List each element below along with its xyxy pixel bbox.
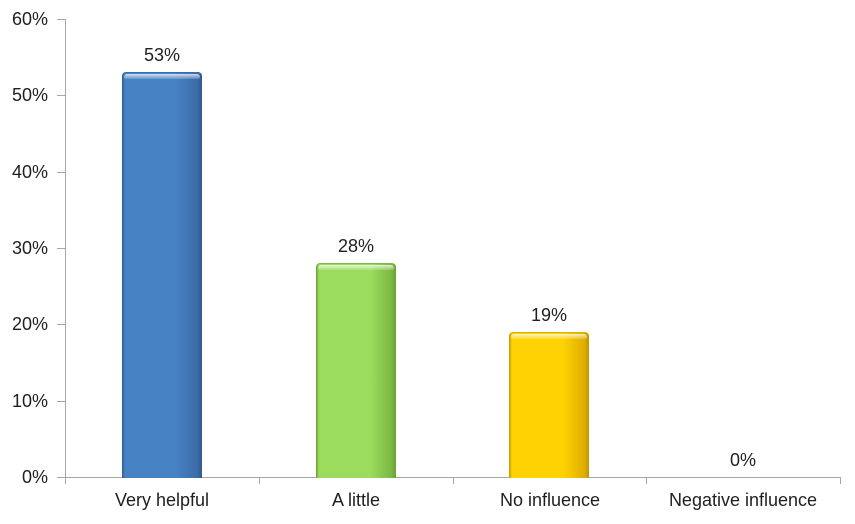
category-label: No influence	[499, 490, 601, 510]
x-axis-tick	[840, 478, 841, 484]
y-tick-label: 0%	[21, 467, 48, 487]
bar	[316, 263, 396, 478]
y-axis	[65, 19, 66, 478]
y-axis-tick	[57, 172, 65, 173]
bar	[122, 72, 202, 478]
y-axis-tick	[57, 19, 65, 20]
y-tick-label: 60%	[11, 9, 48, 29]
x-axis-tick	[453, 478, 454, 484]
x-axis-tick	[259, 478, 260, 484]
category-label: Negative influence	[668, 490, 818, 510]
y-axis-tick	[57, 95, 65, 96]
y-tick-label: 40%	[11, 162, 48, 182]
x-axis-tick	[65, 478, 66, 484]
bar-value-label: 0%	[729, 450, 756, 470]
x-axis	[65, 477, 841, 478]
y-tick-label: 30%	[11, 238, 48, 258]
y-tick-label: 20%	[11, 314, 48, 334]
bar	[509, 332, 589, 478]
bar-value-label: 53%	[143, 45, 181, 65]
category-label: A little	[331, 490, 381, 510]
bar-bevel-highlight	[124, 74, 200, 79]
bar-bevel-highlight	[318, 265, 394, 270]
category-label: Very helpful	[114, 490, 210, 510]
bar-value-label: 19%	[530, 305, 568, 325]
y-axis-tick	[57, 324, 65, 325]
y-tick-label: 10%	[11, 391, 48, 411]
x-axis-tick	[646, 478, 647, 484]
bar-bevel-highlight	[511, 334, 587, 339]
y-axis-tick	[57, 401, 65, 402]
bar-value-label: 28%	[337, 236, 375, 256]
y-tick-label: 50%	[11, 85, 48, 105]
y-axis-tick	[57, 248, 65, 249]
y-axis-tick	[57, 477, 65, 478]
